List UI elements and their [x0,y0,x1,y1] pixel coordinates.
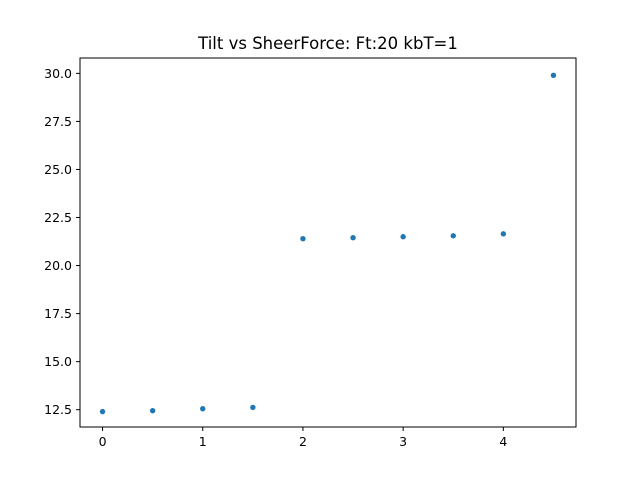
data-point [500,231,507,237]
data-point [250,404,256,411]
y-tick-label: 15.0 [44,354,72,369]
data-point [200,406,206,412]
y-tick-label: 30.0 [44,66,72,81]
data-points [99,72,557,415]
chart-title: Tilt vs SheerForce: Ft:20 kbT=1 [197,34,458,53]
x-tick-label: 4 [499,434,507,449]
y-tick-label: 17.5 [44,306,72,321]
axes-frame [79,57,577,428]
y-tick-label: 20.0 [44,258,72,273]
data-point [450,233,456,239]
data-point [400,234,406,240]
x-tick-label: 1 [199,434,207,449]
y-tick-label: 12.5 [44,402,72,417]
y-axis: 12.5 15.0 17.5 20.0 22.5 25.0 27.5 30.0 [44,66,80,417]
x-tick-label: 3 [399,434,407,449]
data-point [300,235,306,242]
x-tick-label: 2 [299,434,307,449]
plot-area: 0 1 2 3 4 12.5 15.0 17.5 20.0 22.5 25.0 27.5 30.0 [44,57,577,449]
y-tick-label: 25.0 [44,162,72,177]
data-point [350,234,356,241]
data-point [149,407,156,414]
y-tick-label: 27.5 [44,114,72,129]
x-tick-label: 0 [99,434,107,449]
x-axis: 0 1 2 3 4 [99,427,507,449]
data-point [99,408,106,415]
data-point [550,72,557,78]
y-tick-label: 22.5 [44,210,72,225]
